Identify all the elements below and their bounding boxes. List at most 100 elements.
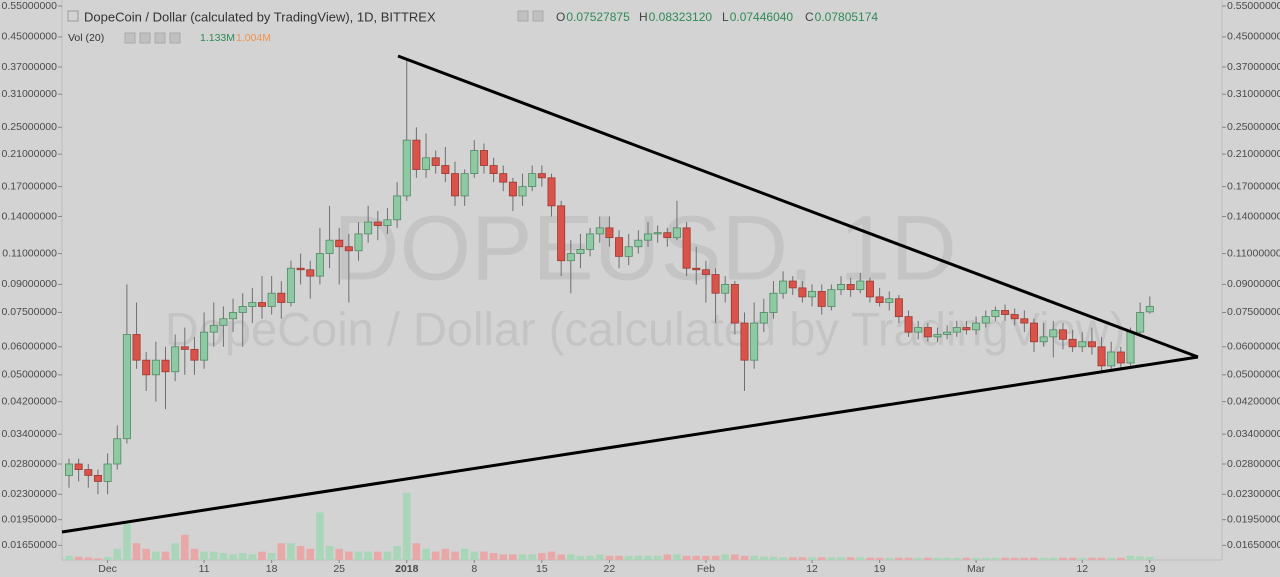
volume-bar <box>972 557 980 560</box>
volume-bar <box>103 556 112 560</box>
candle-body <box>827 289 836 307</box>
candle-body <box>74 463 83 470</box>
volume-bar <box>451 551 459 560</box>
volume-bar <box>846 557 855 560</box>
volume-bar <box>209 551 218 560</box>
volume-bar <box>354 551 363 560</box>
y-tick-label: 0.11000000 <box>1227 247 1280 259</box>
candle-body <box>566 253 575 262</box>
volume-bar <box>962 557 971 560</box>
candle-body <box>798 287 807 298</box>
volume-bar <box>731 554 739 560</box>
volume-bar <box>142 548 150 560</box>
candle-body <box>200 331 209 361</box>
volume-bar <box>798 557 807 560</box>
volume-bar <box>1107 557 1115 560</box>
volume-bar <box>827 557 836 560</box>
volume-bar <box>779 557 787 560</box>
y-tick-label: 0.02800000 <box>1227 458 1280 470</box>
candle-body <box>1030 322 1039 343</box>
candle-body <box>402 139 411 197</box>
candle-body <box>1058 329 1067 340</box>
candle-body <box>122 334 131 440</box>
volume-bar <box>924 557 932 560</box>
x-tick-label: 2018 <box>395 563 419 575</box>
volume-bar <box>866 557 874 560</box>
candle-body <box>1145 305 1154 313</box>
candle-body <box>373 221 382 226</box>
volume-bar <box>258 551 266 560</box>
candle-body <box>296 267 305 271</box>
volume-bar <box>364 551 372 560</box>
volume-bar <box>1097 557 1106 560</box>
volume-bar <box>480 551 488 560</box>
candle-body <box>692 267 701 271</box>
candle-body <box>846 284 855 291</box>
volume-bar <box>306 548 315 560</box>
volume-bar <box>1136 556 1144 560</box>
volume-bar <box>576 555 585 560</box>
candle-body <box>1001 310 1010 315</box>
volume-bar <box>904 557 913 560</box>
volume-bar <box>663 554 672 560</box>
volume-bar <box>393 546 401 560</box>
candle-body <box>364 221 373 235</box>
trendline-upper <box>397 54 1199 359</box>
y-tick-label-left: 0.31000000 <box>2 88 58 100</box>
candle-body <box>1078 341 1087 348</box>
volume-bar <box>335 548 343 560</box>
candle-body <box>528 173 537 188</box>
volume-bar <box>1059 557 1067 560</box>
volume-bar <box>1030 557 1038 560</box>
candle-body <box>383 219 392 226</box>
y-tick-label-left: 0.01950000 <box>2 513 58 525</box>
candle-body <box>161 359 170 373</box>
x-tick-label: Dec <box>98 563 117 575</box>
icon <box>124 32 136 44</box>
volume-bar <box>499 554 508 560</box>
volume-bar <box>740 555 749 560</box>
candle-body <box>547 177 556 207</box>
icon <box>67 10 79 22</box>
y-tick-label: 0.21000000 <box>1227 148 1280 160</box>
candle-body <box>923 327 932 338</box>
volume-bar <box>595 554 604 560</box>
candle-body <box>972 322 981 331</box>
volume-ma-value: 1.004M <box>236 32 271 44</box>
volume-bar <box>788 557 797 560</box>
y-tick-label: 0.05000000 <box>1227 369 1280 381</box>
candle-body <box>315 253 324 277</box>
y-tick-label: 0.17000000 <box>1227 180 1280 192</box>
volume-bar <box>817 557 826 560</box>
volume-bar <box>885 557 894 560</box>
volume-bar <box>653 555 662 560</box>
volume-bar <box>586 555 594 560</box>
volume-bar <box>123 520 131 560</box>
candle-body <box>1126 331 1135 364</box>
volume-bar <box>65 555 73 560</box>
volume-bar <box>914 557 922 560</box>
candle-body <box>1049 329 1058 338</box>
volume-name: Vol (20) <box>68 32 104 44</box>
y-tick-label: 0.04200000 <box>1227 395 1280 407</box>
candle-body <box>595 227 604 235</box>
candle-body <box>508 181 517 197</box>
candle-body <box>209 324 218 333</box>
y-tick-label-left: 0.05000000 <box>2 369 58 381</box>
candle-body <box>962 327 971 331</box>
x-tick-label: 19 <box>874 563 886 575</box>
candle-body <box>1107 351 1116 367</box>
ohlc-prefix: O <box>556 10 565 24</box>
y-tick-label-left: 0.04200000 <box>2 395 58 407</box>
candle-body <box>248 302 257 307</box>
volume-bar <box>296 546 305 560</box>
icon <box>532 10 544 22</box>
candle-body <box>943 331 952 335</box>
ohlc-value: 0.07805174 <box>815 10 879 24</box>
volume-bar <box>171 543 179 560</box>
candle-body <box>856 280 865 291</box>
candle-body <box>479 150 488 166</box>
volume-bar <box>412 543 421 560</box>
y-tick-label-left: 0.25000000 <box>2 121 58 133</box>
